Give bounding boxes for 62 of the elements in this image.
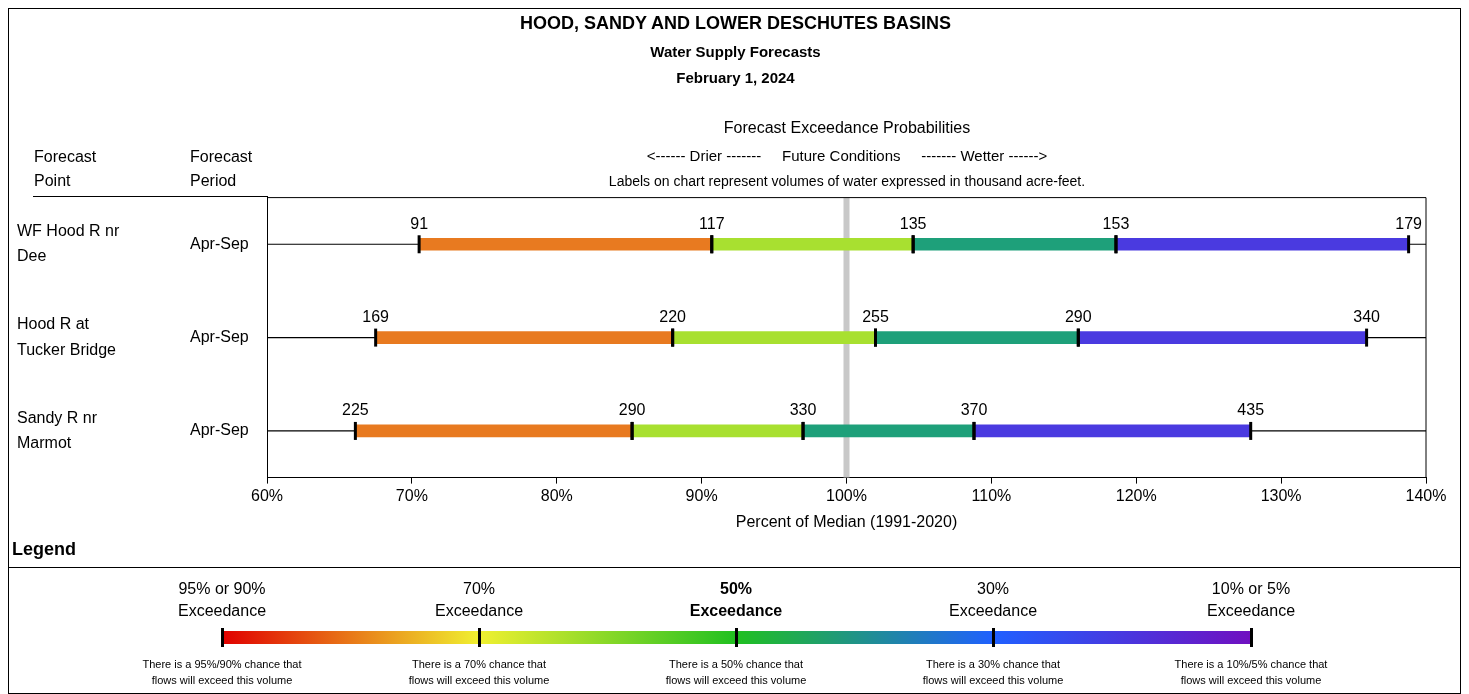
annotation: 290	[618, 401, 646, 419]
text: 95% or 90% Exceedance	[176, 579, 268, 621]
x-tick-label: 80%	[540, 486, 573, 504]
text: February 1, 2024	[675, 69, 796, 86]
text: Forecast Exceedance Probabilities	[722, 119, 972, 137]
annotation: 340	[1353, 308, 1381, 326]
text: Apr-Sep	[190, 234, 249, 252]
bar	[973, 424, 1252, 438]
y-tick-label: WF Hood R nr Dee	[17, 221, 120, 265]
text: Forecast Period	[190, 147, 253, 191]
annotation: 153	[1102, 214, 1130, 232]
bar	[1077, 331, 1367, 344]
annotation: 135	[899, 214, 927, 232]
text: Apr-Sep	[190, 328, 249, 346]
annotation: 179	[1395, 214, 1423, 232]
x-tick-label: 90%	[685, 486, 718, 504]
text: <------ Drier ------- Future Conditions ------- Wetter ------>	[645, 147, 1049, 164]
bar	[802, 424, 975, 438]
bar	[672, 331, 876, 344]
annotation: 370	[960, 401, 988, 419]
text: 10% or 5% Exceedance	[1205, 579, 1297, 621]
chart-subtitle: Water Supply Forecasts	[649, 43, 822, 60]
x-axis-title: Percent of Median (1991-2020)	[735, 512, 958, 530]
text: Labels on chart represent volumes of water expressed in thousand acre-feet.	[607, 173, 1087, 189]
text: There is a 10%/5% chance that flows will exceed this volume	[1173, 657, 1329, 688]
bar	[711, 237, 914, 251]
chart-title: HOOD, SANDY AND LOWER DESCHUTES BASINS	[518, 13, 952, 34]
x-tick-label: 120%	[1115, 486, 1157, 504]
bar	[631, 424, 804, 438]
annotation: 117	[699, 214, 725, 232]
text: 50% Exceedance	[688, 579, 784, 621]
text: Apr-Sep	[190, 421, 249, 439]
text: Legend	[12, 539, 77, 560]
x-tick-label: 140%	[1405, 486, 1447, 504]
text: There is a 50% chance that flows will exceed this volume	[664, 657, 808, 688]
bar	[875, 331, 1079, 344]
x-tick-label: 70%	[395, 486, 428, 504]
x-tick-label: 100%	[826, 486, 867, 504]
y-tick-label: Hood R at Tucker Bridge	[17, 315, 117, 358]
text: Forecast Point	[34, 147, 97, 191]
x-tick-label: 130%	[1260, 486, 1302, 504]
annotation: 255	[862, 308, 889, 326]
annotation: 290	[1064, 308, 1092, 326]
text: There is a 70% chance that flows will exceed this volume	[407, 657, 551, 688]
annotation: 330	[789, 401, 817, 419]
text: 30% Exceedance	[947, 579, 1039, 621]
annotation: 225	[342, 401, 369, 419]
text: 70% Exceedance	[433, 579, 525, 621]
annotation: 169	[362, 308, 390, 326]
bar	[375, 331, 673, 344]
bar	[912, 237, 1117, 251]
bar	[418, 237, 713, 251]
x-tick-label: 60%	[250, 486, 284, 504]
bar	[355, 424, 633, 438]
bar	[1115, 237, 1409, 251]
annotation: 220	[659, 308, 687, 326]
annotation: 91	[410, 214, 429, 232]
annotation: 435	[1237, 401, 1265, 419]
text: There is a 30% chance that flows will exceed this volume	[921, 657, 1065, 688]
x-tick-label: 110%	[971, 486, 1012, 504]
y-tick-label: Sandy R nr Marmot	[17, 408, 98, 452]
text: There is a 95%/90% chance that flows will exceed this volume	[141, 657, 303, 688]
